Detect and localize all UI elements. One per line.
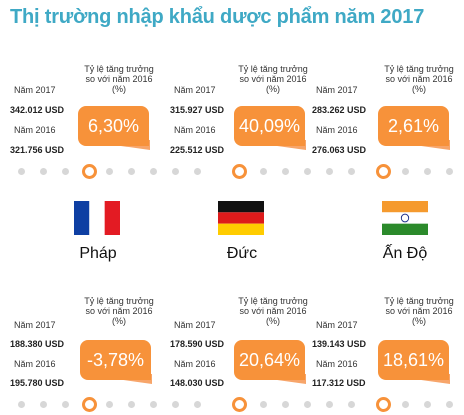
timeline-dot <box>106 401 113 408</box>
value-2017: 178.590 USD <box>170 339 225 349</box>
value-2016: 321.756 USD <box>10 145 65 155</box>
value-2016: 148.030 USD <box>170 378 225 388</box>
country-label-france: Pháp <box>79 245 117 262</box>
growth-value: -3,78% <box>86 350 145 370</box>
timeline-dot <box>40 168 47 175</box>
year-2016-label: Năm 2016 <box>14 359 56 369</box>
timeline-dot <box>304 401 311 408</box>
timeline-dot <box>128 401 135 408</box>
timeline-dot <box>194 401 201 408</box>
stat-card: Năm 2017 188.380 USD Năm 2016 195.780 US… <box>10 292 160 397</box>
stat-card: Năm 2017 283.262 USD Năm 2016 276.063 US… <box>308 60 458 165</box>
timeline-dot <box>18 168 25 175</box>
timeline-dot <box>446 168 453 175</box>
value-2016: 276.063 USD <box>312 145 367 155</box>
timeline-dot <box>260 168 267 175</box>
timeline-marker-icon <box>376 397 391 412</box>
timeline-dots <box>0 164 464 180</box>
timeline-dot <box>446 401 453 408</box>
stat-card: Năm 2017 139.143 USD Năm 2016 117.312 US… <box>308 292 458 397</box>
year-2016-label: Năm 2016 <box>316 359 358 369</box>
growth-value: 18,61% <box>382 350 445 370</box>
timeline-dot <box>402 168 409 175</box>
timeline-dot <box>326 168 333 175</box>
timeline-dot <box>304 168 311 175</box>
timeline-dot <box>150 168 157 175</box>
timeline-marker-icon <box>232 164 247 179</box>
value-2017: 188.380 USD <box>10 339 65 349</box>
timeline-dot <box>402 401 409 408</box>
timeline-dot <box>194 168 201 175</box>
growth-caption: Tỷ lệ tăng trưởng so với năm 2016 (%) <box>84 296 154 326</box>
year-2016-label: Năm 2016 <box>14 125 56 135</box>
timeline-marker-icon <box>232 397 247 412</box>
year-2017-label: Năm 2017 <box>174 85 216 95</box>
timeline-dot <box>150 401 157 408</box>
growth-value: 6,30% <box>87 116 140 136</box>
value-2017: 315.927 USD <box>170 105 225 115</box>
timeline-dot <box>282 168 289 175</box>
growth-badge <box>378 106 449 146</box>
year-2017-label: Năm 2017 <box>14 320 56 330</box>
growth-badge <box>78 106 149 146</box>
timeline-dot <box>424 168 431 175</box>
timeline-dot <box>326 401 333 408</box>
timeline-dot <box>348 168 355 175</box>
page-title: Thị trường nhập khẩu dược phẩm năm 2017 <box>10 6 425 28</box>
timeline-dot <box>260 401 267 408</box>
timeline-marker-icon <box>376 164 391 179</box>
year-2017-label: Năm 2017 <box>316 320 358 330</box>
value-2016: 195.780 USD <box>10 378 65 388</box>
germany-flag-icon <box>218 201 264 235</box>
growth-caption: Tỷ lệ tăng trưởng so với năm 2016 (%) <box>384 296 454 326</box>
timeline-dot <box>18 401 25 408</box>
growth-badge <box>80 340 151 380</box>
stat-card: Năm 2017 342.012 USD Năm 2016 321.756 US… <box>10 60 160 165</box>
country-label-india: Ấn Độ <box>382 245 428 262</box>
growth-caption: Tỷ lệ tăng trưởng so với năm 2016 (%) <box>84 64 154 94</box>
year-2016-label: Năm 2016 <box>316 125 358 135</box>
timeline-dot <box>172 401 179 408</box>
value-2016: 117.312 USD <box>312 378 366 388</box>
timeline-dot <box>40 401 47 408</box>
timeline-dot <box>424 401 431 408</box>
growth-value: 2,61% <box>387 116 440 136</box>
timeline-dot <box>172 168 179 175</box>
timeline-marker-icon <box>82 397 97 412</box>
growth-caption: Tỷ lệ tăng trưởng so với năm 2016 (%) <box>238 64 308 94</box>
growth-badge <box>378 340 449 380</box>
india-flag-icon <box>382 201 428 235</box>
growth-value: 20,64% <box>238 350 301 370</box>
timeline-dots <box>0 397 464 413</box>
growth-caption: Tỷ lệ tăng trưởng so với năm 2016 (%) <box>384 64 454 94</box>
timeline-dot <box>62 168 69 175</box>
year-2017-label: Năm 2017 <box>174 320 216 330</box>
year-2017-label: Năm 2017 <box>14 85 56 95</box>
stat-card: Năm 2017 178.590 USD Năm 2016 148.030 US… <box>166 292 316 397</box>
timeline-dot <box>106 168 113 175</box>
year-2016-label: Năm 2016 <box>174 359 216 369</box>
timeline-dot <box>282 401 289 408</box>
year-2016-label: Năm 2016 <box>174 125 216 135</box>
france-flag-icon <box>74 201 120 235</box>
growth-value: 40,09% <box>238 116 301 136</box>
year-2017-label: Năm 2017 <box>316 85 358 95</box>
stat-card: Năm 2017 315.927 USD Năm 2016 225.512 US… <box>166 60 316 165</box>
timeline-dot <box>348 401 355 408</box>
timeline-dot <box>128 168 135 175</box>
value-2017: 139.143 USD <box>312 339 367 349</box>
value-2017: 342.012 USD <box>10 105 65 115</box>
growth-badge <box>234 106 305 146</box>
growth-badge <box>234 340 305 380</box>
timeline-marker-icon <box>82 164 97 179</box>
growth-caption: Tỷ lệ tăng trưởng so với năm 2016 (%) <box>238 296 308 326</box>
value-2017: 283.262 USD <box>312 105 367 115</box>
country-label-germany: Đức <box>226 245 258 262</box>
value-2016: 225.512 USD <box>170 145 225 155</box>
timeline-dot <box>62 401 69 408</box>
